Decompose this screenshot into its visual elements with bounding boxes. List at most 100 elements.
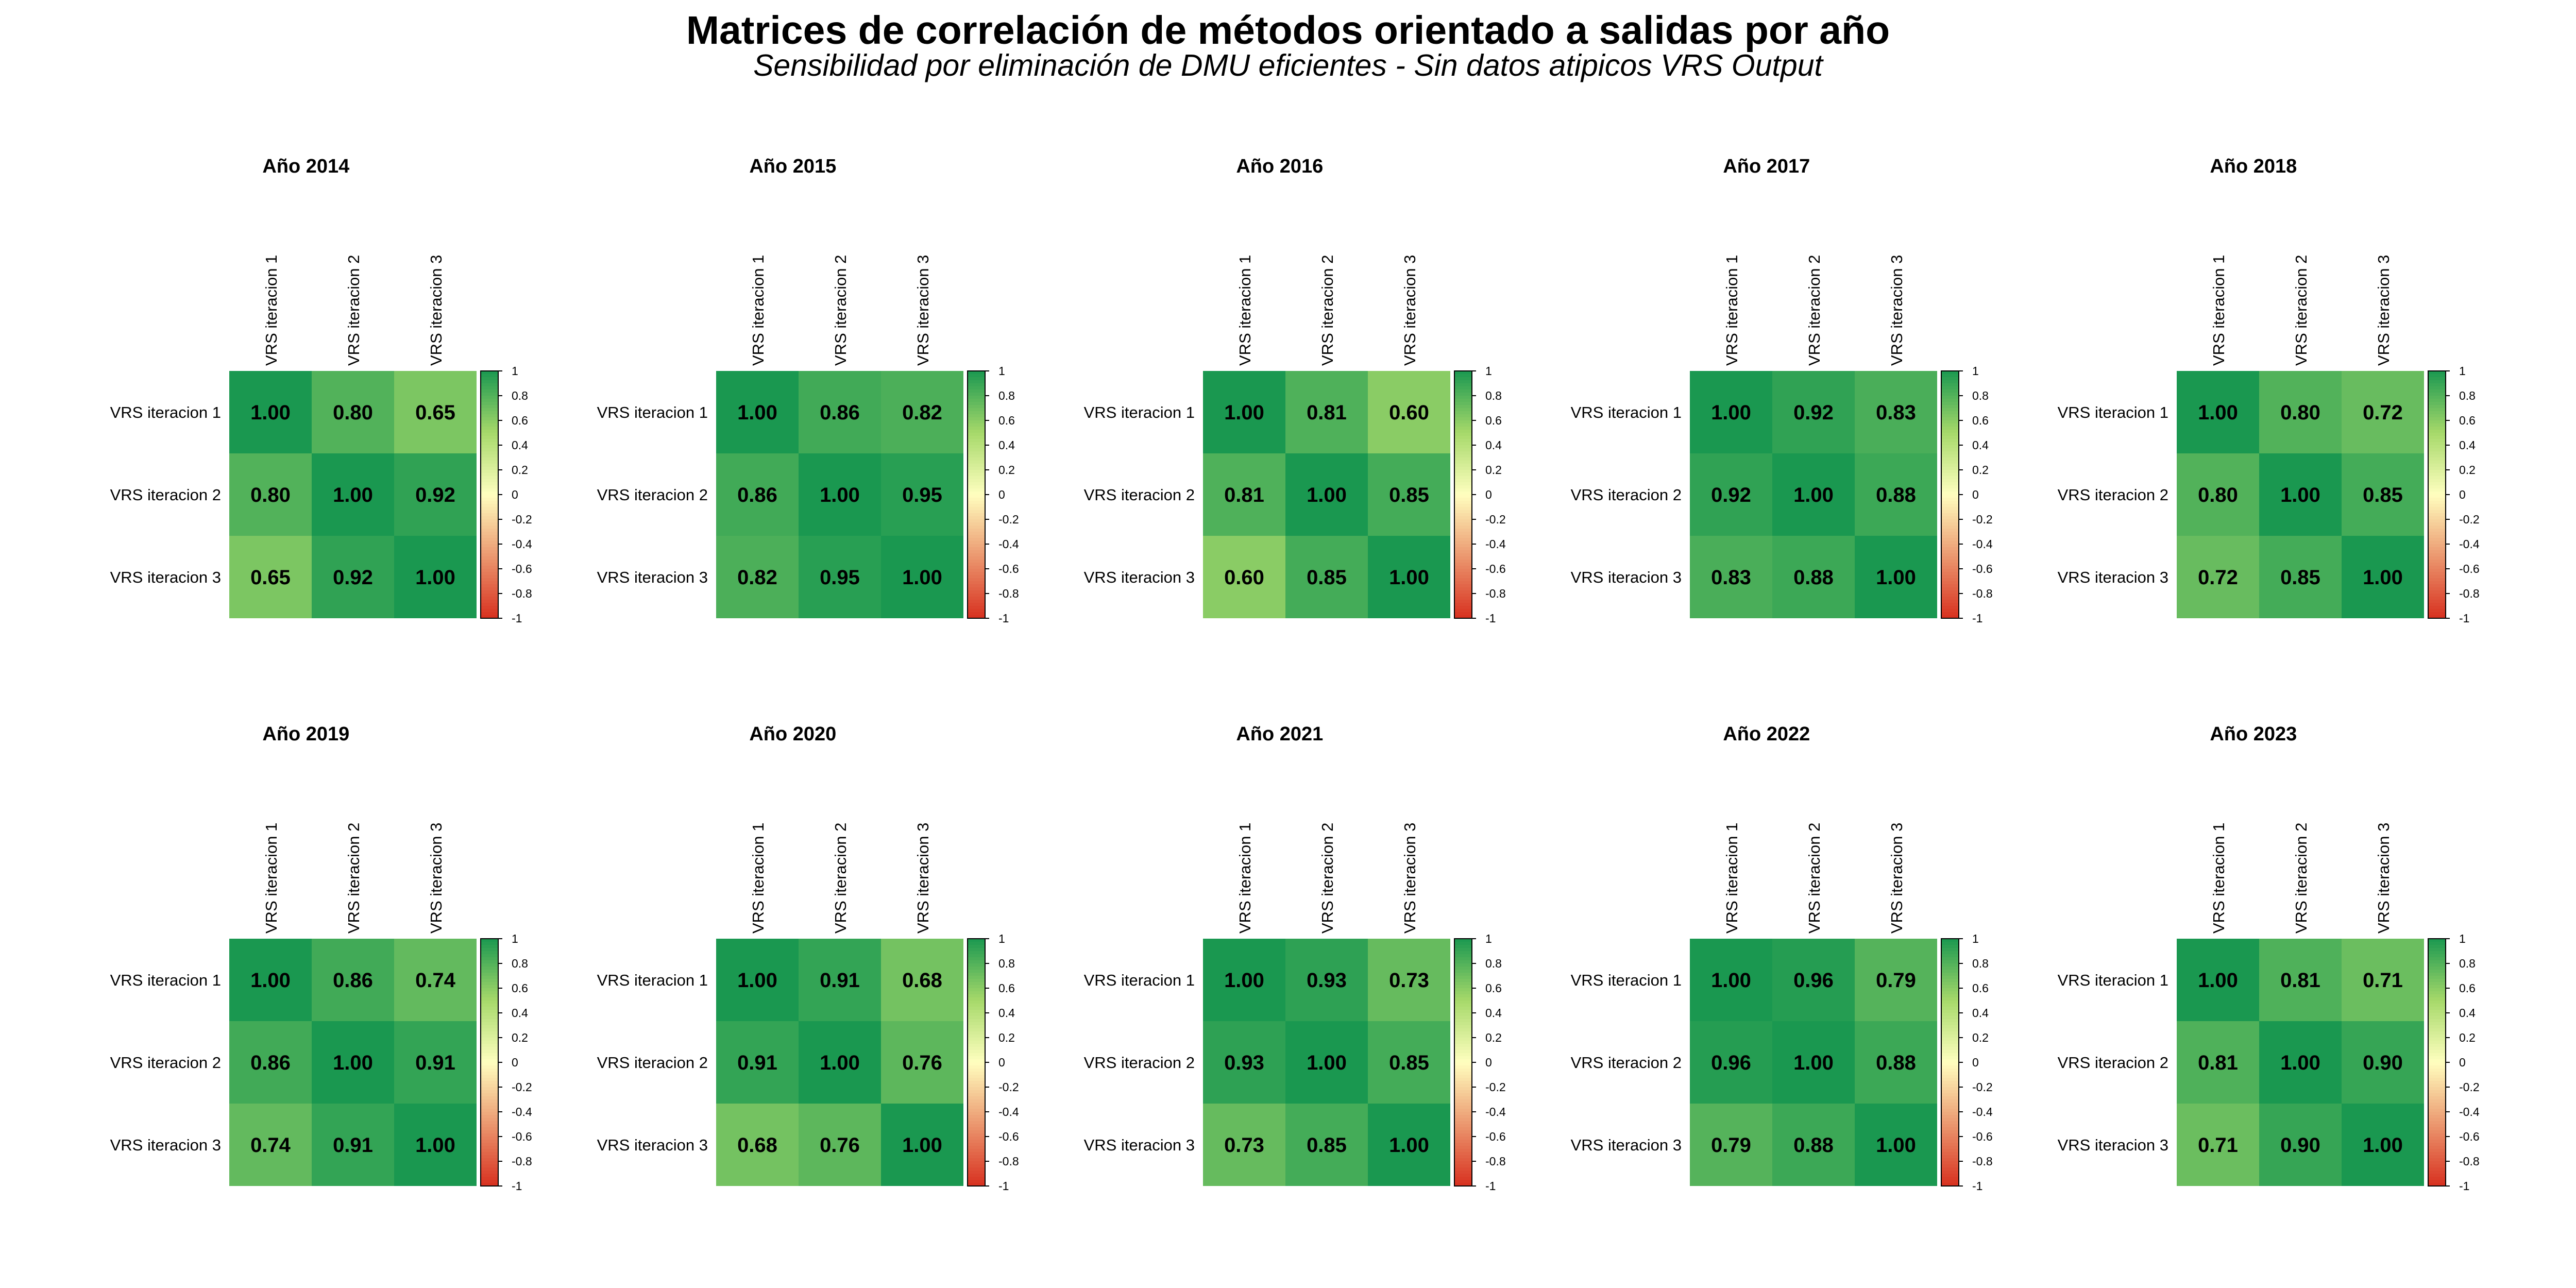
colorbar-segment bbox=[2428, 1133, 2446, 1137]
colorbar-segment bbox=[481, 519, 498, 523]
panel-title: Año 2020 bbox=[749, 723, 836, 745]
colorbar-segment bbox=[1941, 1031, 1959, 1035]
colorbar-segment bbox=[2428, 386, 2446, 390]
colorbar-tick-label: 0.4 bbox=[1485, 1006, 1502, 1020]
heatmap-cell bbox=[1203, 453, 1285, 536]
colorbar-segment bbox=[2428, 529, 2446, 532]
colorbar-segment bbox=[481, 389, 498, 393]
colorbar-segment bbox=[968, 1118, 985, 1122]
colorbar-segment bbox=[968, 1161, 985, 1165]
colorbar-segment bbox=[481, 942, 498, 945]
colorbar-segment bbox=[1941, 954, 1959, 958]
colorbar-segment bbox=[968, 982, 985, 986]
colorbar-segment bbox=[2428, 488, 2446, 492]
colorbar-segment bbox=[1454, 1103, 1472, 1106]
cell-value-label: 0.73 bbox=[1224, 1134, 1264, 1157]
colorbar-segment bbox=[481, 374, 498, 378]
colorbar-segment bbox=[2428, 1007, 2446, 1010]
colorbar-segment bbox=[1454, 615, 1472, 619]
colorbar-segment bbox=[2428, 584, 2446, 588]
colorbar-segment bbox=[481, 991, 498, 995]
heatmap-cell bbox=[394, 536, 477, 618]
colorbar-segment bbox=[968, 1059, 985, 1063]
colorbar-segment bbox=[1941, 488, 1959, 492]
colorbar-tick-label: -1 bbox=[1972, 612, 1982, 625]
colorbar-segment bbox=[1941, 1078, 1959, 1081]
colorbar-segment bbox=[1454, 461, 1472, 464]
colorbar-segment bbox=[2428, 960, 2446, 964]
colorbar-segment bbox=[1454, 1031, 1472, 1035]
colorbar-tick-label: 0 bbox=[1972, 488, 1979, 501]
colorbar-segment bbox=[481, 1174, 498, 1177]
colorbar-segment bbox=[1454, 597, 1472, 600]
colorbar-segment bbox=[968, 529, 985, 532]
colorbar-segment bbox=[968, 414, 985, 418]
cell-value-label: 0.72 bbox=[2363, 401, 2403, 424]
row-label: VRS iteracion 2 bbox=[110, 486, 221, 504]
colorbar-segment bbox=[968, 538, 985, 541]
colorbar-segment bbox=[2428, 991, 2446, 995]
colorbar-segment bbox=[968, 566, 985, 569]
cell-value-label: 0.86 bbox=[333, 969, 373, 992]
heatmap-panel: Año 2015 VRS iteracion 1 VRS iteracion 2 VR… bbox=[597, 156, 1019, 625]
colorbar-segment bbox=[968, 587, 985, 591]
colorbar-segment bbox=[1454, 1084, 1472, 1088]
heatmap-cell bbox=[394, 1021, 477, 1104]
cell-value-label: 0.71 bbox=[2198, 1134, 2238, 1157]
colorbar-segment bbox=[968, 967, 985, 970]
colorbar-segment bbox=[968, 1047, 985, 1050]
colorbar-segment bbox=[1454, 1001, 1472, 1004]
cell-value-label: 0.83 bbox=[1876, 401, 1916, 424]
heatmap-cell bbox=[1368, 536, 1450, 618]
colorbar-segment bbox=[968, 1050, 985, 1054]
colorbar-segment bbox=[481, 1121, 498, 1125]
colorbar-tick-label: 0.4 bbox=[1972, 1006, 1989, 1020]
colorbar-segment bbox=[2428, 612, 2446, 616]
colorbar-tick-label: 0 bbox=[2459, 488, 2466, 501]
colorbar-tick-label: -0.4 bbox=[1972, 537, 1993, 551]
colorbar-segment bbox=[1454, 1093, 1472, 1097]
colorbar-segment bbox=[1941, 587, 1959, 591]
colorbar-segment bbox=[1454, 436, 1472, 439]
colorbar-segment bbox=[2428, 513, 2446, 517]
colorbar-segment bbox=[1454, 526, 1472, 529]
colorbar-segment bbox=[968, 535, 985, 538]
colorbar-segment bbox=[1941, 402, 1959, 405]
colorbar-segment bbox=[481, 448, 498, 452]
colorbar-segment bbox=[1941, 951, 1959, 955]
colorbar-segment bbox=[1941, 1137, 1959, 1140]
colorbar-segment bbox=[481, 1103, 498, 1106]
colorbar-segment bbox=[1454, 1140, 1472, 1143]
cell-value-label: 1.00 bbox=[1307, 1052, 1347, 1074]
cell-value-label: 0.80 bbox=[2198, 484, 2238, 506]
colorbar-segment bbox=[968, 1078, 985, 1081]
colorbar-segment bbox=[968, 945, 985, 948]
colorbar-tick-label: -0.2 bbox=[1972, 513, 1993, 526]
colorbar-tick-label: -0.8 bbox=[998, 1155, 1019, 1168]
colorbar-segment bbox=[2428, 389, 2446, 393]
colorbar-segment bbox=[2428, 1087, 2446, 1091]
colorbar-segment bbox=[1454, 420, 1472, 424]
heatmap-cell bbox=[1285, 1104, 1368, 1186]
column-label: VRS iteracion 2 bbox=[1318, 255, 1336, 366]
colorbar-segment bbox=[968, 1106, 985, 1109]
colorbar-segment bbox=[1454, 1177, 1472, 1180]
colorbar-segment bbox=[1454, 1149, 1472, 1153]
colorbar-segment bbox=[968, 1140, 985, 1143]
heatmap-cell bbox=[312, 371, 394, 453]
column-label: VRS iteracion 2 bbox=[1318, 823, 1336, 934]
colorbar-segment bbox=[1454, 393, 1472, 396]
colorbar-segment bbox=[1454, 556, 1472, 560]
colorbar-segment bbox=[481, 569, 498, 572]
colorbar-segment bbox=[481, 988, 498, 992]
colorbar-segment bbox=[1941, 411, 1959, 415]
colorbar-segment bbox=[1454, 566, 1472, 569]
colorbar-segment bbox=[2428, 590, 2446, 594]
colorbar-tick-label: 0.6 bbox=[1485, 981, 1502, 995]
colorbar-segment bbox=[1454, 991, 1472, 995]
colorbar-segment bbox=[1454, 430, 1472, 433]
cell-value-label: 1.00 bbox=[737, 969, 777, 992]
heatmap-cell bbox=[716, 1021, 799, 1104]
colorbar-segment bbox=[2428, 954, 2446, 958]
colorbar-segment bbox=[1941, 470, 1959, 473]
